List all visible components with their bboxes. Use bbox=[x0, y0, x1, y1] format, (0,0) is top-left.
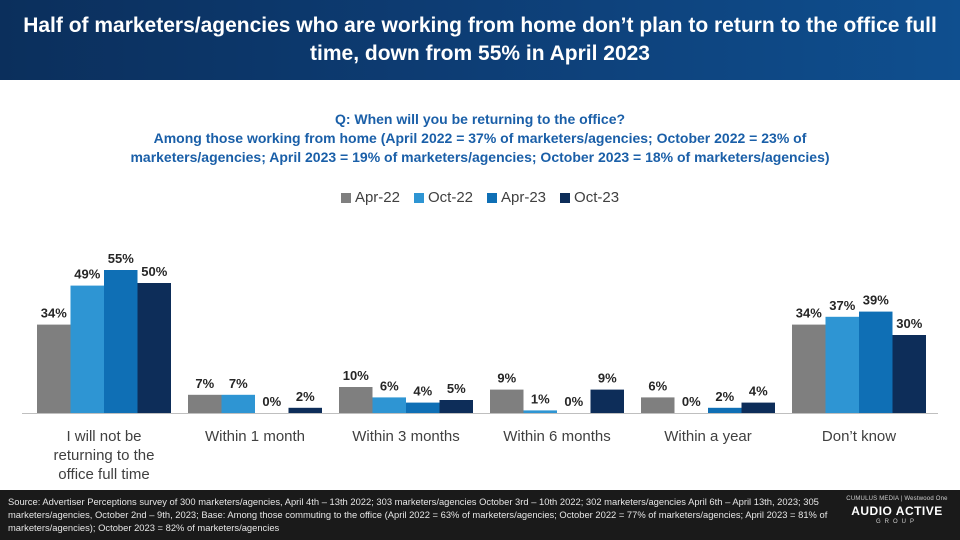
category-label: returning to the bbox=[54, 447, 155, 464]
bar-apr-23-5 bbox=[859, 311, 893, 413]
bar-oct-22-5 bbox=[825, 316, 859, 413]
data-label: 2% bbox=[296, 389, 315, 404]
legend-swatch bbox=[560, 192, 571, 203]
data-label: 34% bbox=[41, 306, 67, 321]
bar-apr-22-1 bbox=[188, 394, 222, 413]
bar-oct-23-4 bbox=[741, 402, 775, 413]
data-label: 4% bbox=[749, 384, 768, 399]
brand-group-text: GROUP bbox=[875, 519, 918, 525]
data-label: 7% bbox=[229, 376, 248, 391]
bar-apr-23-0 bbox=[104, 270, 138, 413]
legend-label: Oct-23 bbox=[574, 189, 620, 206]
data-label: 6% bbox=[648, 378, 667, 393]
bar-chart: 34% 49% 55% 50% I will not be returning to th… bbox=[22, 251, 938, 483]
bar-oct-22-0 bbox=[70, 285, 104, 413]
bar-oct-23-2 bbox=[439, 400, 473, 413]
brand-logo: CUMULUS MEDIA | Westwood One AUDIO ACTIV… bbox=[842, 496, 952, 525]
legend-label: Apr-23 bbox=[501, 189, 547, 206]
data-label: 9% bbox=[598, 371, 617, 386]
title-banner: Half of marketers/agencies who are worki… bbox=[0, 0, 960, 80]
bar-apr-22-2 bbox=[339, 387, 373, 413]
bar-oct-23-1 bbox=[288, 407, 322, 413]
bar-apr-23-4 bbox=[708, 407, 742, 413]
data-label: 9% bbox=[497, 371, 516, 386]
legend-swatch bbox=[487, 192, 497, 203]
data-label: 1% bbox=[531, 391, 550, 406]
data-label: 0% bbox=[564, 394, 583, 409]
legend-item-oct-22: Oct-22 bbox=[413, 189, 473, 206]
bar-apr-22-5 bbox=[792, 324, 826, 413]
question-block: Q: When will you be returning to the off… bbox=[0, 110, 960, 167]
category-label: Within 1 month bbox=[205, 428, 305, 445]
bar-oct-22-3 bbox=[523, 410, 557, 413]
data-label: 5% bbox=[447, 381, 466, 396]
data-label: 7% bbox=[195, 376, 214, 391]
footer-bar: Source: Advertiser Perceptions survey of… bbox=[0, 490, 960, 540]
data-label: 37% bbox=[829, 298, 855, 313]
bar-apr-23-2 bbox=[406, 402, 440, 413]
bar-oct-22-2 bbox=[372, 397, 406, 413]
legend-swatch bbox=[340, 192, 351, 203]
data-label: 0% bbox=[682, 394, 701, 409]
bar-apr-22-0 bbox=[37, 324, 71, 413]
category-label: Within 3 months bbox=[352, 428, 460, 445]
legend-item-apr-22: Apr-22 bbox=[340, 189, 400, 206]
bar-apr-22-3 bbox=[490, 389, 524, 413]
category-label: Within a year bbox=[664, 428, 752, 445]
bar-oct-23-0 bbox=[137, 283, 171, 413]
data-label: 50% bbox=[141, 264, 167, 279]
source-note: Source: Advertiser Perceptions survey of… bbox=[8, 496, 828, 533]
data-label: 2% bbox=[715, 389, 734, 404]
legend-item-oct-23: Oct-23 bbox=[560, 189, 619, 206]
data-label: 0% bbox=[262, 394, 281, 409]
data-label: 34% bbox=[796, 306, 822, 321]
page-title: Half of marketers/agencies who are worki… bbox=[23, 14, 937, 65]
category-label: Within 6 months bbox=[503, 428, 611, 445]
bar-apr-22-4 bbox=[641, 397, 675, 413]
data-label: 30% bbox=[896, 316, 922, 331]
data-label: 39% bbox=[863, 293, 889, 308]
legend-label: Oct-22 bbox=[427, 189, 473, 206]
category-label: office full time bbox=[58, 466, 149, 483]
chart-legend: Apr-22 Oct-22 Apr-23 Oct-23 bbox=[0, 189, 960, 206]
category-label: I will not be bbox=[66, 428, 141, 445]
data-label: 6% bbox=[380, 378, 399, 393]
legend-swatch bbox=[413, 192, 424, 203]
question-line-2: Among those working from home (April 202… bbox=[153, 130, 807, 146]
legend-item-apr-23: Apr-23 bbox=[487, 189, 546, 206]
data-label: 55% bbox=[108, 251, 134, 266]
bar-oct-22-1 bbox=[221, 394, 255, 413]
data-label: 4% bbox=[413, 384, 432, 399]
data-label: 10% bbox=[343, 368, 369, 383]
bar-oct-23-5 bbox=[892, 335, 926, 413]
question-line-3: marketers/agencies; April 2023 = 19% of … bbox=[130, 149, 830, 165]
brand-top-text: CUMULUS MEDIA | Westwood One bbox=[846, 496, 948, 502]
question-line-1: Q: When will you be returning to the off… bbox=[334, 111, 626, 127]
bar-oct-23-3 bbox=[590, 389, 624, 413]
data-label: 49% bbox=[74, 267, 100, 282]
category-label: Don’t know bbox=[822, 428, 896, 445]
brand-main-text: AUDIO ACTIVE bbox=[851, 504, 943, 518]
legend-label: Apr-22 bbox=[354, 189, 400, 206]
